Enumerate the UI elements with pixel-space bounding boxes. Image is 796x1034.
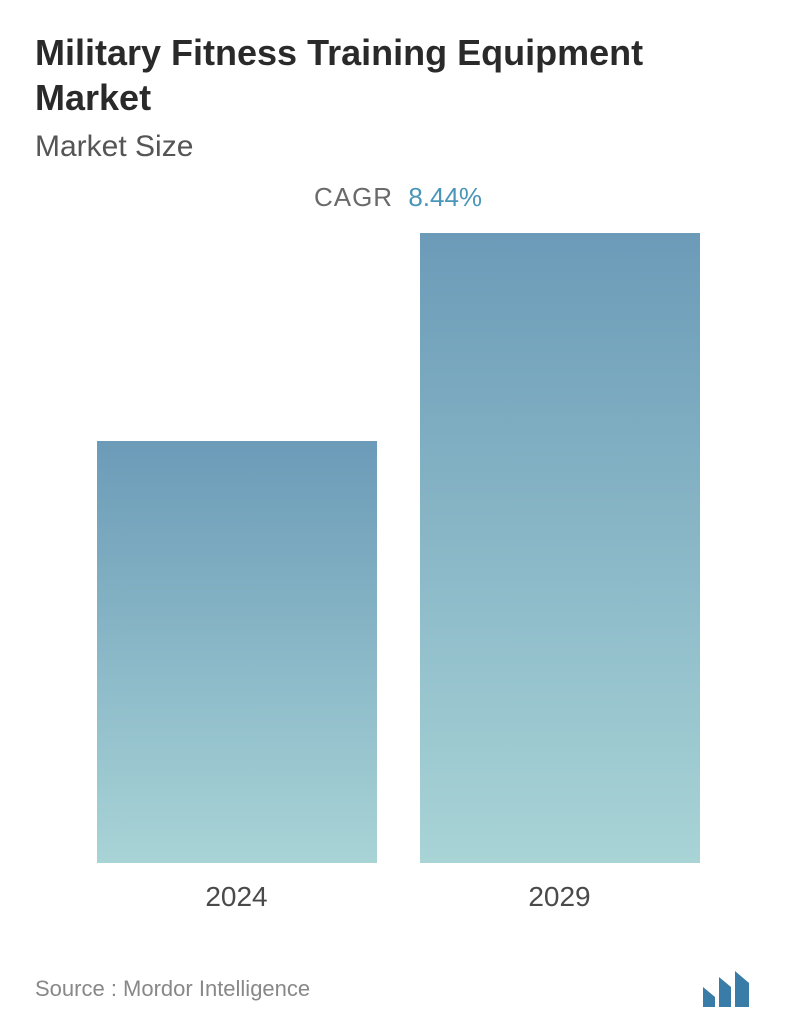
cagr-label: CAGR (314, 182, 393, 212)
cagr-value: 8.44% (408, 182, 482, 212)
bar-label-2029: 2029 (528, 881, 590, 913)
chart-subtitle: Market Size (35, 130, 761, 164)
source-text: Source : Mordor Intelligence (35, 976, 310, 1002)
cagr-row: CAGR 8.44% (35, 182, 761, 213)
bar-2029 (420, 233, 700, 863)
bar-group-1: 2029 (410, 233, 710, 913)
chart-area: 2024 2029 (35, 263, 761, 913)
bar-label-2024: 2024 (205, 881, 267, 913)
chart-title: Military Fitness Training Equipment Mark… (35, 30, 761, 120)
footer: Source : Mordor Intelligence (35, 969, 761, 1009)
bar-group-0: 2024 (87, 441, 387, 913)
logo-icon (701, 969, 761, 1009)
bar-2024 (97, 441, 377, 863)
